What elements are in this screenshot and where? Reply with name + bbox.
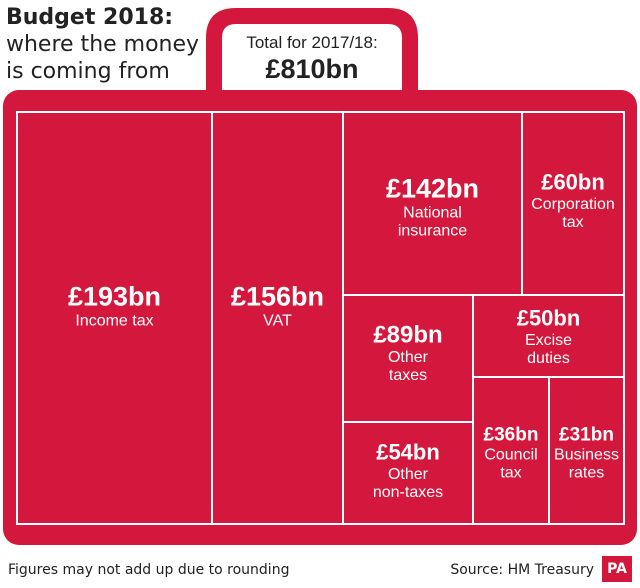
- treemap-cell: [342, 421, 474, 525]
- cell-category-label: Income tax: [75, 313, 153, 330]
- cell-category-label: rates: [569, 465, 605, 482]
- cell-category-label: VAT: [263, 313, 292, 330]
- briefcase-handle: [206, 8, 418, 92]
- cell-category-label: Council: [484, 447, 537, 464]
- cell-value-label: £54bn: [376, 440, 440, 465]
- total-label: Total for 2017/18:: [246, 33, 377, 52]
- cell-value-label: £89bn: [373, 321, 442, 348]
- cell-value-label: £60bn: [541, 170, 605, 195]
- treemap-cell: [211, 111, 344, 525]
- cell-category-label: insurance: [398, 223, 467, 240]
- title-line-3: is coming from: [6, 59, 170, 84]
- cell-category-label: Other: [388, 349, 429, 366]
- cell-category-label: tax: [562, 214, 583, 231]
- cell-category-label: duties: [527, 350, 570, 367]
- cell-value-label: £31bn: [559, 425, 614, 446]
- footnote: Figures may not add up due to rounding: [8, 562, 290, 578]
- treemap-cell: [472, 294, 625, 378]
- cell-category-label: Business: [554, 447, 619, 464]
- treemap-cell: [472, 376, 550, 525]
- treemap-cells: [16, 111, 625, 525]
- cell-category-label: Excise: [525, 332, 572, 349]
- treemap-cell: [342, 111, 523, 296]
- cell-category-label: non-taxes: [373, 484, 443, 501]
- title-line-2: where the money: [6, 32, 200, 57]
- chart-title: Budget 2018: where the money is coming f…: [6, 4, 226, 85]
- cell-value-label: £156bn: [231, 281, 324, 311]
- source-note: Source: HM Treasury: [450, 562, 594, 578]
- cell-value-label: £36bn: [484, 425, 539, 446]
- cell-category-label: Other: [388, 466, 429, 483]
- cell-category-label: tax: [500, 465, 521, 482]
- treemap-cell: [16, 111, 213, 525]
- pa-logo: PA: [602, 556, 632, 582]
- cell-category-label: National: [403, 205, 462, 222]
- cell-value-label: £142bn: [386, 173, 479, 203]
- treemap-labels: £193bn Income tax £156bn VAT £142bn Nationali…: [68, 170, 619, 501]
- total-value: £810bn: [265, 54, 358, 84]
- cell-category-label: Corporation: [531, 196, 615, 213]
- cell-category-label: taxes: [389, 367, 427, 384]
- cell-value-label: £50bn: [517, 306, 581, 331]
- cell-value-label: £193bn: [68, 281, 161, 311]
- total-label-box: [236, 24, 388, 90]
- treemap-cell: [342, 294, 474, 423]
- treemap-cell: [548, 376, 625, 525]
- treemap-cell: [521, 111, 625, 296]
- title-line-1: Budget 2018:: [6, 5, 174, 30]
